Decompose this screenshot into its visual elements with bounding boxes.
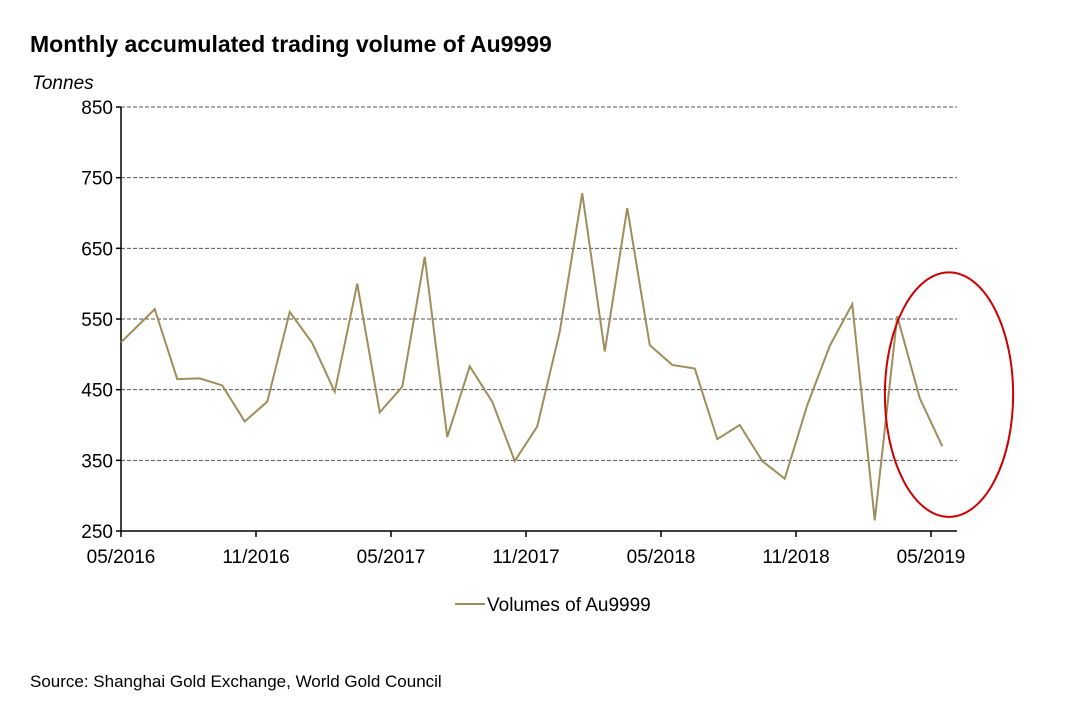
y-tick-label: 250 — [81, 522, 113, 543]
legend-label: Volumes of Au9999 — [487, 595, 651, 616]
x-tick-label: 05/2017 — [357, 547, 426, 568]
y-tick-label: 550 — [81, 310, 113, 331]
series-line — [120, 193, 944, 521]
y-tick-label: 650 — [81, 239, 113, 260]
y-tick-label: 850 — [81, 98, 113, 119]
y-tick-label: 350 — [81, 451, 113, 472]
highlight-ellipse — [883, 271, 1015, 518]
x-tick-label: 05/2019 — [897, 547, 966, 568]
x-tick-label: 11/2017 — [492, 547, 559, 568]
legend: Volumes of Au9999 — [455, 595, 651, 616]
chart-title: Monthly accumulated trading volume of Au… — [30, 31, 552, 57]
y-tick-label: 450 — [81, 381, 113, 402]
y-tick-label: 750 — [81, 169, 113, 190]
x-tick-label: 05/2016 — [87, 547, 156, 568]
x-tick-label: 11/2016 — [222, 547, 289, 568]
x-tick-label: 11/2018 — [762, 547, 829, 568]
source-note: Source: Shanghai Gold Exchange, World Go… — [30, 672, 442, 691]
x-tick-label: 05/2018 — [627, 547, 696, 568]
y-axis-label: Tonnes — [32, 73, 94, 94]
